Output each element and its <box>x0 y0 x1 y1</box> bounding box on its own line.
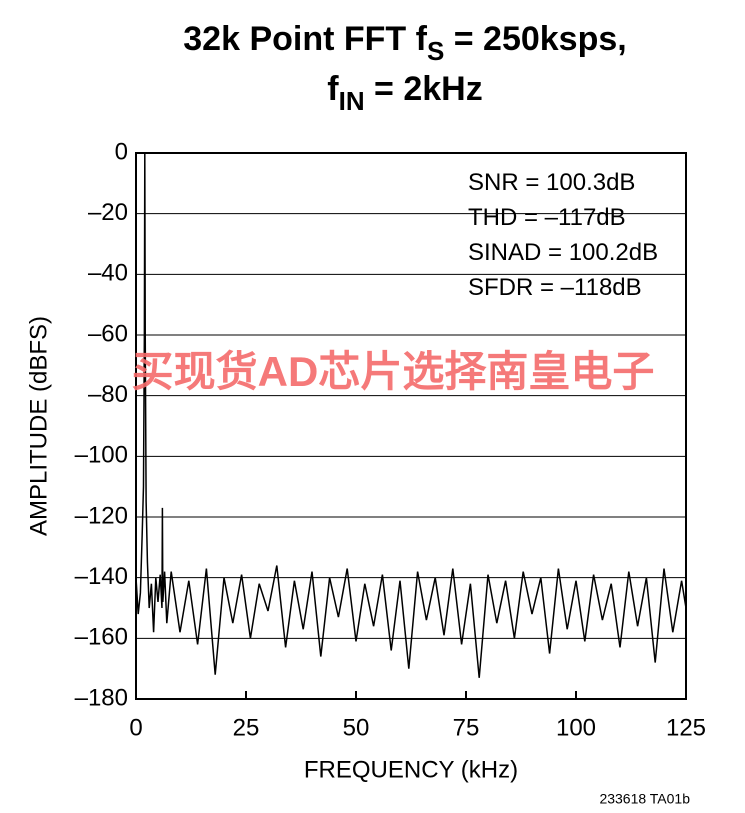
y-tick-label: –160 <box>75 624 128 651</box>
y-tick-label: –100 <box>75 442 128 469</box>
x-tick-label: 125 <box>666 714 706 741</box>
x-tick-label: 100 <box>556 714 596 741</box>
y-tick-label: 0 <box>115 138 128 165</box>
y-axis-label: AMPLITUDE (dBFS) <box>25 316 52 536</box>
watermark: 买现货AD芯片选择南皇电子 <box>132 348 655 395</box>
title-text: = 250ksps, <box>444 20 626 58</box>
x-axis-label: FREQUENCY (kHz) <box>304 756 518 783</box>
title-text: = 2kHz <box>365 70 483 108</box>
x-tick-label: 0 <box>129 714 142 741</box>
spectrum-line <box>136 153 686 678</box>
annotation: SINAD = 100.2dB <box>468 239 658 266</box>
annotation: SNR = 100.3dB <box>468 169 635 196</box>
x-tick-label: 25 <box>233 714 260 741</box>
x-tick-label: 50 <box>343 714 370 741</box>
title-text: 32k Point FFT f <box>183 20 427 58</box>
y-tick-label: –20 <box>88 199 128 226</box>
footnote: 233618 TA01b <box>599 791 690 807</box>
y-tick-label: –140 <box>75 563 128 590</box>
title-subscript: IN <box>339 86 365 116</box>
y-tick-label: –180 <box>75 684 128 711</box>
annotation: THD = –117dB <box>468 204 626 231</box>
y-tick-label: –40 <box>88 260 128 287</box>
title-text: f <box>327 70 339 108</box>
x-tick-label: 75 <box>453 714 480 741</box>
annotation: SFDR = –118dB <box>468 274 642 301</box>
title-subscript: S <box>427 36 444 66</box>
chart-title: 32k Point FFT fS = 250ksps, <box>183 20 626 66</box>
y-tick-label: –60 <box>88 320 128 347</box>
chart-title: fIN = 2kHz <box>327 70 482 116</box>
y-tick-label: –80 <box>88 381 128 408</box>
y-tick-label: –120 <box>75 502 128 529</box>
